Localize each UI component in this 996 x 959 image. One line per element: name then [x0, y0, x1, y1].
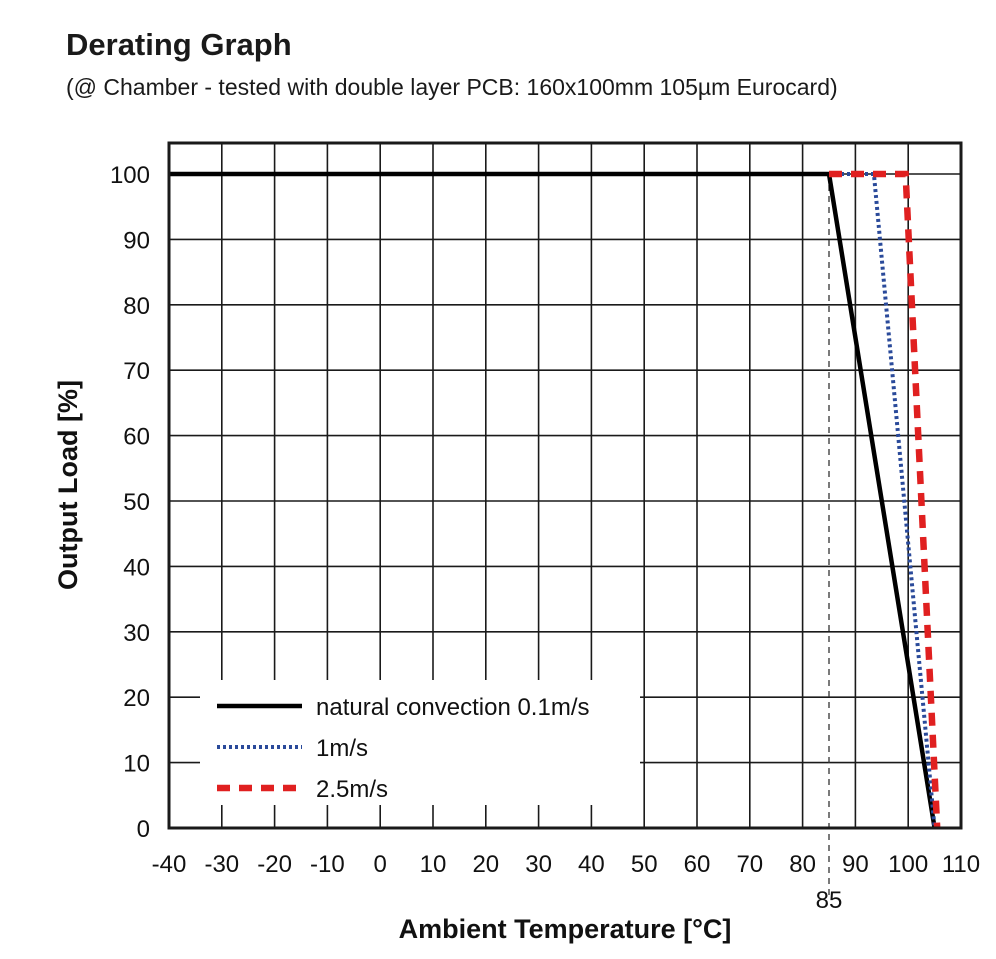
x-tick-label: -20 [257, 851, 292, 878]
y-tick-label: 40 [123, 554, 150, 581]
x-tick-label: 20 [472, 851, 499, 878]
legend-label-3: 2.5m/s [316, 776, 388, 803]
x-tick-label: 40 [578, 851, 605, 878]
y-tick-label: 80 [123, 293, 150, 320]
x-tick-label: 0 [374, 851, 387, 878]
series-line-3 [829, 170, 941, 829]
legend: natural convection 0.1m/s 1m/s 2.5m/s [200, 680, 640, 805]
series-lines [169, 170, 941, 829]
chart-title: Derating Graph [66, 27, 292, 62]
x-tick-label: 30 [525, 851, 552, 878]
y-tick-labels: 0 10 20 30 40 50 60 70 80 90 100 [110, 162, 150, 843]
y-tick-label: 60 [123, 424, 150, 451]
x-tick-label: -30 [204, 851, 239, 878]
x-tick-label: 60 [684, 851, 711, 878]
x-tick-label: 100 [888, 851, 928, 878]
y-tick-label: 70 [123, 358, 150, 385]
x-tick-label: -10 [310, 851, 345, 878]
y-tick-label: 50 [123, 489, 150, 516]
x-tick-label: -40 [152, 851, 187, 878]
x-tick-label: 70 [736, 851, 763, 878]
x-tick-label: 50 [631, 851, 658, 878]
marker-85: 85 [816, 174, 843, 914]
grid-lines [169, 143, 961, 828]
x-tick-label: 90 [842, 851, 869, 878]
y-axis-label: Output Load [%] [53, 380, 83, 590]
x-tick-labels: -40 -30 -20 -10 0 10 20 30 40 50 60 70 80 90 100 110 [152, 851, 980, 878]
plot-frame [167, 141, 963, 830]
y-tick-label: 100 [110, 162, 150, 189]
marker-label: 85 [816, 887, 843, 914]
x-tick-label: 80 [789, 851, 816, 878]
y-tick-label: 20 [123, 685, 150, 712]
legend-label-2: 1m/s [316, 735, 368, 762]
x-axis-label: Ambient Temperature [°C] [399, 914, 732, 944]
legend-label-1: natural convection 0.1m/s [316, 694, 589, 721]
x-tick-label: 10 [420, 851, 447, 878]
legend-background [200, 680, 640, 805]
y-tick-label: 10 [123, 751, 150, 778]
chart-subtitle: (@ Chamber - tested with double layer PC… [66, 74, 838, 100]
y-tick-label: 0 [137, 816, 150, 843]
y-tick-label: 30 [123, 620, 150, 647]
y-tick-label: 90 [123, 227, 150, 254]
x-tick-label: 110 [942, 851, 980, 878]
